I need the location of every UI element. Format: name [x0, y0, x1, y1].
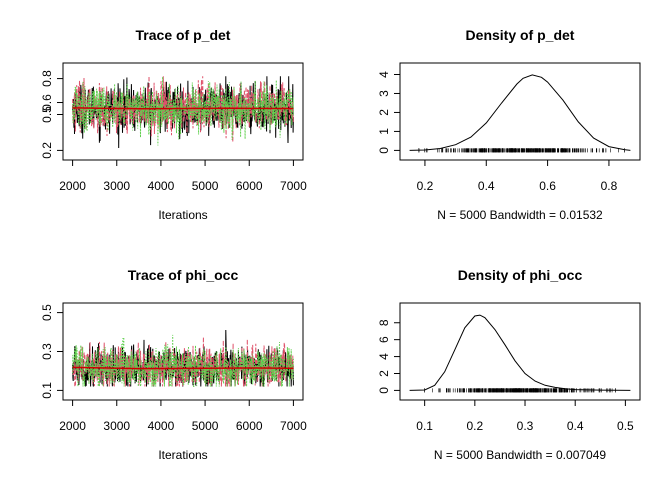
plot-frame: [399, 62, 641, 161]
x-axis-label: Iterations: [158, 448, 207, 462]
y-tick-label: 4: [377, 353, 391, 360]
y-axis: 0.2 0.50.6 0.8: [40, 70, 64, 159]
x-tick-label: 0.4: [567, 419, 584, 433]
y-tick-label: 0.6: [40, 94, 54, 111]
x-axis: 2000 3000 4000 5000 6000 7000: [59, 399, 307, 433]
running-mean-line: [72, 366, 294, 370]
trace-series-group: [72, 76, 294, 149]
plot-frame: [399, 302, 641, 401]
x-tick-label: 0.6: [539, 179, 556, 193]
x-axis: 0.1 0.2 0.3 0.4 0.5: [416, 399, 634, 433]
x-tick-label: 0.5: [617, 419, 634, 433]
x-tick-label: 0.8: [601, 179, 618, 193]
y-tick-label: 0.1: [40, 382, 54, 399]
x-tick-label: 0.2: [417, 179, 434, 193]
panel-trace-phi-occ: Trace of phi_occ 2000 3000 4000 5000 6000 700…: [40, 267, 307, 462]
x-tick-label: 6000: [236, 179, 263, 193]
density-series-group: [409, 314, 631, 393]
y-tick-label: 0.8: [40, 70, 54, 87]
x-axis-label: N = 5000 Bandwidth = 0.007049: [434, 448, 606, 462]
chart-title: Trace of p_det: [136, 27, 231, 43]
y-tick-label: 0.3: [40, 343, 54, 360]
y-tick-label: 0: [377, 147, 391, 154]
x-tick-label: 7000: [280, 419, 307, 433]
chart-title: Density of p_det: [466, 27, 575, 43]
x-axis-label: Iterations: [158, 208, 207, 222]
y-tick-label: 0.5: [40, 106, 54, 123]
x-tick-label: 7000: [280, 179, 307, 193]
y-tick-label: 0: [377, 387, 391, 394]
x-tick-label: 4000: [148, 419, 175, 433]
panel-density-p-det: Density of p_det 0.2 0.4 0.6 0.8 0 1 2 3 4 N = …: [377, 27, 641, 222]
density-series-group: [409, 74, 631, 153]
panel-trace-p-det: Trace of p_det 2000 3000 4000 5000 6000 7000 …: [40, 27, 307, 222]
x-tick-label: 0.3: [517, 419, 534, 433]
density-curve: [409, 314, 631, 391]
y-tick-label: 6: [377, 336, 391, 343]
x-tick-label: 0.2: [466, 419, 483, 433]
x-axis-label: N = 5000 Bandwidth = 0.01532: [437, 208, 603, 222]
y-tick-label: 2: [377, 370, 391, 377]
x-tick-label: 0.1: [416, 419, 433, 433]
x-tick-label: 6000: [236, 419, 263, 433]
y-axis: 0 1 2 3 4: [377, 71, 401, 154]
chart-title: Trace of phi_occ: [128, 267, 239, 283]
x-tick-label: 5000: [192, 179, 219, 193]
trace-line-green: [72, 334, 294, 387]
y-tick-label: 8: [377, 319, 391, 326]
y-axis: 0 2 4 6 8: [377, 319, 401, 394]
chart-title: Density of phi_occ: [458, 267, 583, 283]
panel-density-phi-occ: Density of phi_occ 0.1 0.2 0.3 0.4 0.5 0 2 4 6 8…: [377, 267, 641, 462]
y-tick-label: 3: [377, 90, 391, 97]
x-axis: 2000 3000 4000 5000 6000 7000: [59, 159, 307, 193]
x-axis: 0.2 0.4 0.6 0.8: [417, 159, 618, 193]
running-mean-line: [72, 107, 294, 110]
y-tick-label: 2: [377, 109, 391, 116]
y-tick-label: 1: [377, 128, 391, 135]
y-axis: 0.1 0.3 0.5: [40, 304, 64, 399]
x-tick-label: 2000: [59, 179, 86, 193]
trace-line-red: [72, 76, 294, 143]
x-tick-label: 5000: [192, 419, 219, 433]
y-tick-label: 4: [377, 71, 391, 78]
y-tick-label: 0.5: [40, 304, 54, 321]
x-tick-label: 3000: [103, 179, 130, 193]
x-tick-label: 2000: [59, 419, 86, 433]
trace-series-group: [72, 329, 294, 387]
x-tick-label: 0.4: [478, 179, 495, 193]
x-tick-label: 3000: [103, 419, 130, 433]
x-tick-label: 4000: [148, 179, 175, 193]
y-tick-label: 0.2: [40, 142, 54, 159]
density-curve: [409, 74, 631, 151]
